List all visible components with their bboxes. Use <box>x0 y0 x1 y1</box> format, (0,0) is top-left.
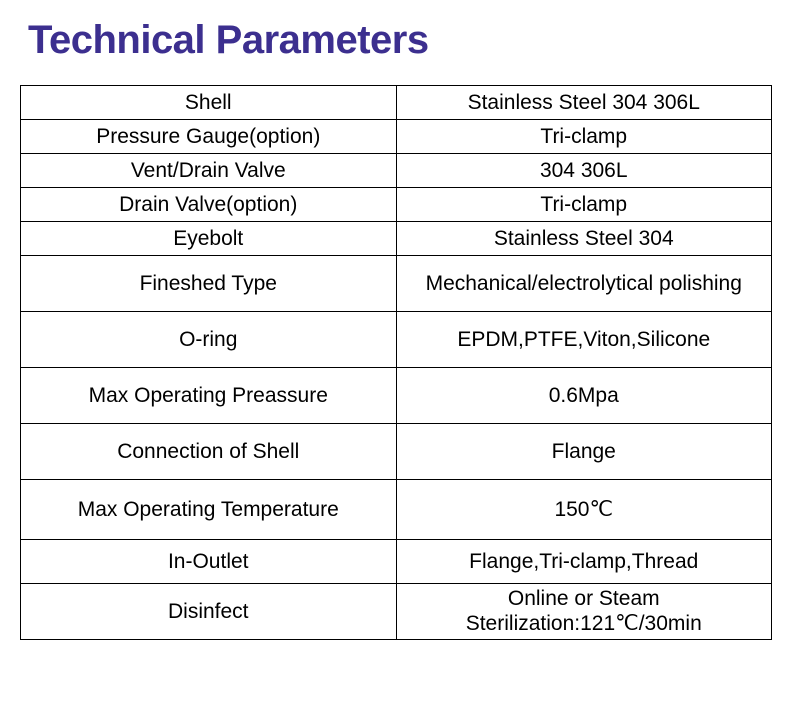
technical-parameters-table: Shell Stainless Steel 304 306L Pressure … <box>20 85 772 640</box>
table-row: Disinfect Online or Steam Sterilization:… <box>21 584 772 640</box>
param-cell: Disinfect <box>21 584 397 640</box>
value-cell: Online or Steam Sterilization:121℃/30min <box>396 584 772 640</box>
value-cell: Stainless Steel 304 <box>396 222 772 256</box>
value-cell: Tri-clamp <box>396 120 772 154</box>
table-row: Max Operating Temperature 150℃ <box>21 480 772 540</box>
table-row: Max Operating Preassure 0.6Mpa <box>21 368 772 424</box>
value-cell: Mechanical/electrolytical polishing <box>396 256 772 312</box>
value-cell: EPDM,PTFE,Viton,Silicone <box>396 312 772 368</box>
param-cell: Fineshed Type <box>21 256 397 312</box>
param-cell: Shell <box>21 86 397 120</box>
value-cell: Tri-clamp <box>396 188 772 222</box>
param-cell: Connection of Shell <box>21 424 397 480</box>
value-cell: Flange,Tri-clamp,Thread <box>396 540 772 584</box>
table-row: In-Outlet Flange,Tri-clamp,Thread <box>21 540 772 584</box>
param-cell: Vent/Drain Valve <box>21 154 397 188</box>
table-row: Drain Valve(option) Tri-clamp <box>21 188 772 222</box>
table-row: Eyebolt Stainless Steel 304 <box>21 222 772 256</box>
param-cell: Max Operating Preassure <box>21 368 397 424</box>
value-cell: Flange <box>396 424 772 480</box>
param-cell: Eyebolt <box>21 222 397 256</box>
table-row: Vent/Drain Valve 304 306L <box>21 154 772 188</box>
table-body: Shell Stainless Steel 304 306L Pressure … <box>21 86 772 640</box>
param-cell: Pressure Gauge(option) <box>21 120 397 154</box>
table-row: Fineshed Type Mechanical/electrolytical … <box>21 256 772 312</box>
table-row: Connection of Shell Flange <box>21 424 772 480</box>
value-cell: 304 306L <box>396 154 772 188</box>
table-row: Shell Stainless Steel 304 306L <box>21 86 772 120</box>
value-cell: 150℃ <box>396 480 772 540</box>
page-title: Technical Parameters <box>28 18 772 63</box>
value-cell: 0.6Mpa <box>396 368 772 424</box>
param-cell: O-ring <box>21 312 397 368</box>
param-cell: Max Operating Temperature <box>21 480 397 540</box>
param-cell: In-Outlet <box>21 540 397 584</box>
table-row: Pressure Gauge(option) Tri-clamp <box>21 120 772 154</box>
value-cell: Stainless Steel 304 306L <box>396 86 772 120</box>
table-row: O-ring EPDM,PTFE,Viton,Silicone <box>21 312 772 368</box>
param-cell: Drain Valve(option) <box>21 188 397 222</box>
